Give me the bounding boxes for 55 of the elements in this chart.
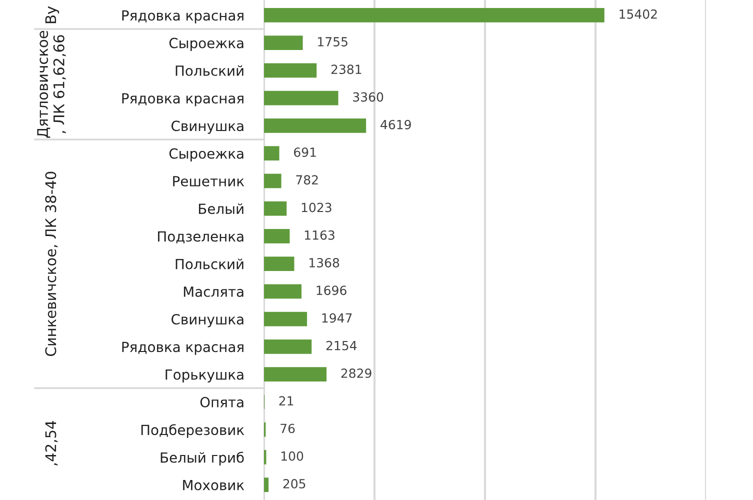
text: ,42,54 xyxy=(45,420,58,466)
data-label: 76 xyxy=(280,424,295,434)
y-tick-label: Подзеленка xyxy=(158,231,244,244)
y-tick-label: Рядовка красная xyxy=(122,93,244,106)
y-tick-label: Польский xyxy=(176,65,244,76)
bar xyxy=(264,478,269,492)
data-label: 1696 xyxy=(316,286,346,296)
bar xyxy=(264,90,338,106)
bar xyxy=(264,229,290,244)
bar xyxy=(264,340,312,354)
y-tick-label: Белый xyxy=(198,203,244,214)
y-tick-label: Моховик xyxy=(183,480,244,490)
data-label: 1947 xyxy=(322,313,352,323)
bar xyxy=(264,118,366,133)
bar xyxy=(264,146,280,160)
data-label: 1023 xyxy=(302,202,332,212)
data-label: 4619 xyxy=(380,120,411,130)
data-label: 100 xyxy=(281,451,304,461)
data-label: 205 xyxy=(283,478,306,488)
y-tick-label: Горькушка xyxy=(166,369,244,382)
bar xyxy=(264,174,282,188)
y-tick-label: Маслята xyxy=(184,286,244,297)
y-tick-label: Рядовка красная xyxy=(122,10,244,24)
y-tick-label: Сыроежка xyxy=(169,38,244,51)
data-label: 2154 xyxy=(326,340,357,350)
data-label: 1163 xyxy=(304,230,334,240)
text: Синкевичское, ЛК 38-40 xyxy=(45,172,58,356)
y-tick-label: Решетник xyxy=(173,176,244,186)
data-label: 782 xyxy=(296,175,318,185)
text: Дятловичское , ЛК 61,62,66 xyxy=(37,30,66,138)
data-label: 2381 xyxy=(331,64,362,74)
bar xyxy=(264,201,287,216)
y-tick-label: Опята xyxy=(200,396,244,408)
data-label: 3360 xyxy=(353,92,384,102)
text: Ву xyxy=(45,6,60,24)
data-label: 21 xyxy=(279,396,294,406)
data-label: 691 xyxy=(294,147,316,157)
bar xyxy=(264,284,302,299)
y-tick-label: Свинушка xyxy=(172,120,244,134)
bar xyxy=(264,63,317,78)
y-tick-label: Свинушка xyxy=(172,314,244,328)
y-tick-label: Рядовка красная xyxy=(122,342,244,355)
data-label: 2829 xyxy=(341,368,372,378)
bar xyxy=(264,8,604,22)
bar xyxy=(264,256,294,271)
bar xyxy=(264,312,308,326)
y-tick-label: Подберезовик xyxy=(141,424,244,438)
bar xyxy=(264,367,327,382)
data-label: 15402 xyxy=(620,9,657,19)
data-label: 1755 xyxy=(318,37,348,46)
bar xyxy=(264,36,303,50)
y-tick-label: Сыроежка xyxy=(169,148,244,162)
y-tick-label: Белый гриб xyxy=(160,452,244,466)
y-tick-label: Польский xyxy=(176,258,244,270)
data-label: 1368 xyxy=(309,258,340,268)
